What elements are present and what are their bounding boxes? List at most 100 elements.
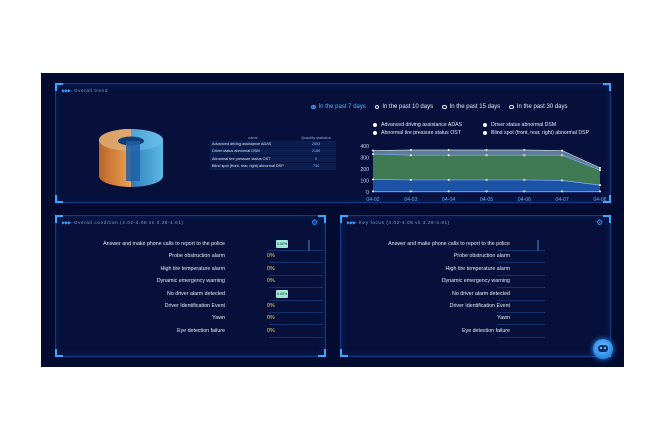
donut-inner-wall [126,141,140,181]
donut-top-orange [99,129,131,151]
data-point [599,166,601,169]
list-item-label: Driver Identification Event [164,303,225,309]
list-item: Probe obstruction alarm [347,252,607,264]
time-range-selector: In the past 7 days In the past 10 days I… [311,104,567,110]
legend-item-dsm[interactable]: Driver status abnormal DSM [483,122,613,128]
list-item-label: Eye detection failure [177,327,225,334]
x-tick-label: 04-05 [480,197,493,202]
data-point [523,178,526,181]
data-point [523,154,526,157]
gear-icon[interactable]: ⚙ [311,218,319,227]
donut-3d-chart [99,129,163,187]
row-divider [497,324,545,326]
list-item-value: 0% [267,253,275,260]
y-tick-label: 200 [360,167,369,173]
list-item-label: Dynamic emergency warning [156,278,225,285]
data-point [599,190,601,193]
list-item-label: High tire temperature alarm [160,265,225,272]
data-point [523,149,526,152]
data-point [599,169,601,172]
table-row: Driver status abnormal DSM 2186 [210,147,336,156]
list-item: Probe obstruction alarm 0% [62,252,323,264]
list-item: Yawn 0% [62,314,323,326]
overall-condition-title: ▶▶▶ Overall condition (4.02-4.08 vs 3.26-… [62,220,184,225]
x-tick-label: 04-02 [366,197,379,202]
list-item: High tire temperature alarm 0% [62,265,323,277]
data-point [485,154,488,157]
row-divider [269,287,323,289]
overall-trend-title: ▶▶▶ Overall trend [62,88,108,93]
change-badge: 0.00% [276,289,289,298]
radio-past-10-days[interactable]: In the past 10 days [374,104,433,110]
key-focus-title: ▶▶▶ Key focus (4.02-4.08 vs 3.26-4.01) [347,220,450,225]
radio-past-15-days[interactable]: In the past 15 days [442,104,500,110]
row-divider [497,312,545,313]
data-point [372,149,374,152]
row-divider [497,299,545,301]
list-item: Answer and make phone calls to report to… [347,240,607,252]
data-point [561,154,564,157]
row-divider [269,336,323,338]
list-item-value: 0% [267,265,275,272]
radio-icon [509,104,514,110]
scrollbar[interactable] [308,240,310,251]
data-point [409,190,412,193]
radio-past-7-days[interactable]: In the past 7 days [311,104,366,110]
list-item: Answer and make phone calls to report to… [62,240,323,252]
list-item-label: No driver alarm detected [167,290,225,297]
data-point [485,190,488,193]
list-item-label: Answer and make phone calls to report to… [103,241,225,247]
overall-trend-panel: ▶▶▶ Overall trend In the past 7 days In t… [55,83,611,203]
data-point [523,190,526,193]
row-divider [497,336,545,338]
x-tick-label: 04-03 [404,197,417,202]
data-point [485,149,488,152]
data-point [561,179,564,182]
list-item-label: Probe obstruction alarm [168,253,225,260]
legend-item-dsp[interactable]: Blind spot (front, rear, right) abnormal… [483,130,613,136]
assistant-button[interactable] [593,339,613,359]
data-point [447,178,450,181]
legend-dot-icon [483,131,487,135]
data-point [447,190,450,193]
list-item-label: Eye detection failure [462,327,510,334]
key-focus-panel: ▶▶▶ Key focus (4.02-4.08 vs 3.26-4.01) ⚙ … [340,215,611,357]
radio-selected-icon [311,104,316,110]
table-row: Advanced driving assistance ADAS 2853 [210,141,336,149]
list-item-label: Yawn [212,315,225,322]
data-point [409,154,412,157]
y-tick-label: 400 [360,144,369,150]
row-divider [269,262,323,264]
data-point [561,190,564,193]
data-point [561,149,564,152]
legend-item-ost[interactable]: Abnormal tire pressure status OST [373,130,483,136]
list-item: High tire temperature alarm [347,265,607,277]
list-item: Eye detection failure 0% [62,327,323,339]
row-divider [269,324,323,326]
data-point [599,184,601,187]
row-divider [269,312,323,313]
overall-condition-panel: ▶▶▶ Overall condition (4.02-4.08 vs 3.26-… [55,215,326,357]
list-item-value: 0% [267,327,275,334]
list-item-label: High tire temperature alarm [445,265,510,272]
gear-icon[interactable]: ⚙ [596,218,604,227]
y-tick-label: 300 [360,155,369,161]
list-item: Eye detection failure [347,327,607,339]
list-item: Driver Identification Event [347,302,607,314]
list-item: No driver alarm detected [347,290,607,302]
y-tick-label: 0 [366,190,369,196]
list-item: Yawn [347,314,607,326]
data-point [372,178,374,181]
data-point [409,178,412,181]
table-header-quantity: Quantity statistics [301,135,331,140]
legend-dot-icon [373,131,377,135]
x-tick-label: 04-07 [556,197,569,202]
table-row: Abnormal tire pressure status OST 0 [210,155,336,164]
list-item-label: Answer and make phone calls to report to… [388,241,510,247]
table-row: Blind spot (front, rear, right) abnormal… [210,162,336,171]
scrollbar[interactable] [537,240,539,251]
dashboard-screen: ▶▶▶ Overall trend In the past 7 days In t… [41,73,624,367]
legend-item-adas[interactable]: Advanced driving assistance ADAS [373,122,483,128]
radio-past-30-days[interactable]: In the past 30 days [509,104,567,110]
x-tick-label: 04-06 [518,197,531,202]
